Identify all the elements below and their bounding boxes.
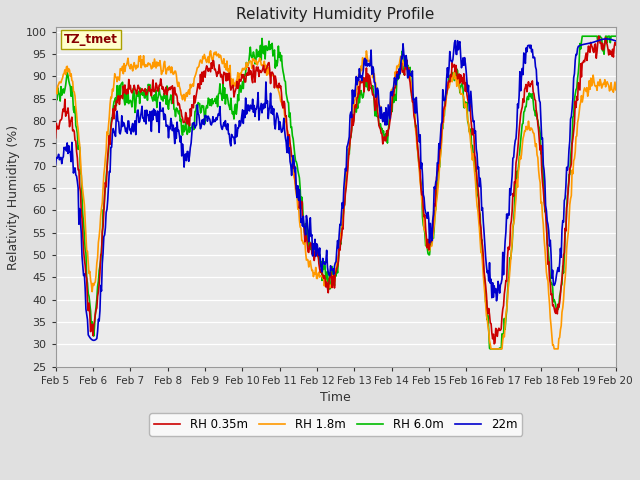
RH 1.8m	[206, 50, 214, 56]
22m	[602, 36, 610, 42]
RH 0.35m	[595, 33, 602, 39]
RH 0.35m	[62, 113, 70, 119]
RH 0.35m	[404, 73, 412, 79]
X-axis label: Time: Time	[320, 391, 351, 404]
Line: 22m: 22m	[56, 39, 616, 340]
RH 0.35m	[206, 67, 214, 73]
RH 1.8m	[207, 48, 214, 54]
Line: RH 6.0m: RH 6.0m	[56, 36, 616, 349]
RH 6.0m	[206, 102, 214, 108]
RH 0.35m	[52, 135, 60, 141]
Line: RH 1.8m: RH 1.8m	[56, 51, 616, 349]
RH 0.35m	[177, 107, 184, 112]
Text: TZ_tmet: TZ_tmet	[64, 33, 118, 46]
RH 1.8m	[612, 87, 620, 93]
RH 1.8m	[62, 72, 70, 77]
RH 0.35m	[120, 83, 127, 89]
RH 1.8m	[120, 71, 127, 77]
22m	[90, 337, 97, 343]
RH 1.8m	[404, 69, 412, 75]
RH 6.0m	[177, 119, 184, 124]
Y-axis label: Relativity Humidity (%): Relativity Humidity (%)	[7, 124, 20, 270]
22m	[62, 144, 70, 150]
22m	[404, 72, 412, 77]
RH 0.35m	[420, 214, 428, 220]
22m	[207, 121, 214, 127]
RH 1.8m	[177, 86, 184, 92]
RH 0.35m	[612, 42, 620, 48]
22m	[177, 133, 185, 139]
RH 6.0m	[120, 85, 127, 91]
RH 6.0m	[404, 62, 412, 68]
RH 6.0m	[579, 33, 586, 39]
RH 6.0m	[52, 94, 60, 99]
RH 6.0m	[420, 225, 428, 231]
RH 1.8m	[421, 227, 429, 232]
22m	[612, 38, 620, 44]
Title: Relativity Humidity Profile: Relativity Humidity Profile	[236, 7, 435, 22]
Legend: RH 0.35m, RH 1.8m, RH 6.0m, 22m: RH 0.35m, RH 1.8m, RH 6.0m, 22m	[149, 413, 522, 436]
RH 0.35m	[490, 341, 498, 347]
22m	[120, 120, 128, 126]
RH 6.0m	[612, 33, 620, 39]
RH 6.0m	[62, 82, 70, 88]
22m	[421, 206, 429, 212]
Line: RH 0.35m: RH 0.35m	[56, 36, 616, 344]
RH 6.0m	[486, 346, 494, 352]
RH 1.8m	[487, 346, 495, 352]
22m	[52, 162, 60, 168]
RH 1.8m	[52, 84, 60, 90]
